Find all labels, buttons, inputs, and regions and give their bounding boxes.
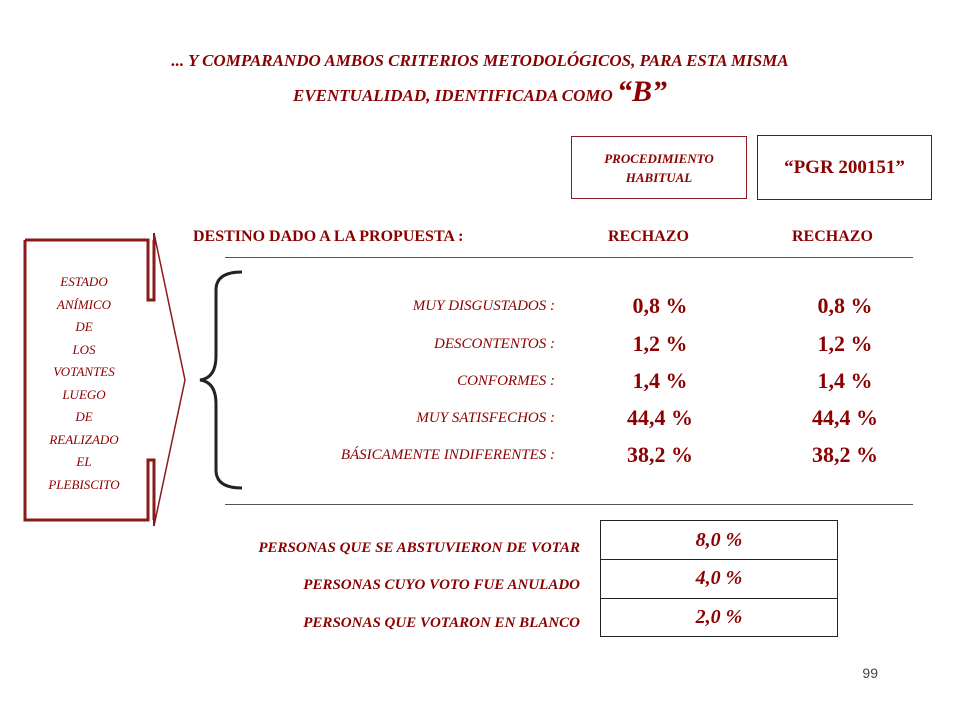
- row-value-proc: 0,8 %: [632, 293, 688, 318]
- row-value-pgr: 1,4 %: [817, 368, 873, 393]
- row-label-descontentos: DESCONTENTOS :: [434, 336, 555, 352]
- abstained-label: PERSONAS QUE SE ABSTUVIERON DE VOTAR: [258, 540, 580, 556]
- title-line-2-text: EVENTUALIDAD, IDENTIFICADA COMO: [292, 86, 617, 105]
- row-value-pgr: 1,2 %: [817, 331, 873, 356]
- side-label-line: LUEGO: [62, 386, 106, 402]
- side-label-line: PLEBISCITO: [48, 476, 120, 492]
- side-label-line: REALIZADO: [49, 431, 119, 447]
- row-value-pgr: 0,8 %: [817, 293, 873, 318]
- slide-title: ... Y COMPARANDO AMBOS CRITERIOS METODOL…: [60, 45, 900, 111]
- pgr-box: “PGR 200151”: [757, 135, 932, 200]
- side-label-line: DE: [75, 409, 93, 424]
- procedure-box: PROCEDIMIENTO HABITUAL: [571, 136, 747, 199]
- destino-col1: RECHAZO: [608, 228, 689, 245]
- blank-value: 2,0 %: [601, 597, 837, 636]
- side-label-line: ANÍMICO: [56, 296, 112, 312]
- side-label-line: ESTADO: [60, 274, 108, 289]
- row-value-proc: 44,4 %: [627, 405, 693, 430]
- title-line-2: EVENTUALIDAD, IDENTIFICADA COMO “B”: [60, 76, 900, 111]
- side-label-line: EL: [76, 454, 92, 469]
- side-label-line: DE: [75, 319, 93, 334]
- row-value-pgr: 44,4 %: [812, 405, 878, 430]
- abstained-value: 8,0 %: [695, 528, 743, 551]
- side-arrow-graphic: [23, 232, 243, 527]
- annulled-value: 4,0 %: [601, 559, 837, 597]
- row-label-indiferentes: BÁSICAMENTE INDIFERENTES :: [340, 447, 555, 463]
- row-value-proc: 1,2 %: [632, 331, 688, 356]
- title-highlight: “B”: [617, 75, 668, 108]
- brace-icon: [199, 270, 243, 490]
- row-value-proc: 38,2 %: [627, 442, 693, 467]
- row-label-muy-disgustados: MUY DISGUSTADOS :: [412, 298, 555, 314]
- title-line-1: ... Y COMPARANDO AMBOS CRITERIOS METODOL…: [171, 51, 789, 70]
- side-label-line: VOTANTES: [53, 364, 115, 379]
- blank-label: PERSONAS QUE VOTARON EN BLANCO: [303, 615, 580, 631]
- pgr-label: “PGR 200151”: [784, 156, 905, 178]
- row-label-conformes: CONFORMES :: [457, 373, 555, 389]
- row-label-muy-satisfechos: MUY SATISFECHOS :: [416, 410, 555, 426]
- destino-label: DESTINO DADO A LA PROPUESTA :: [193, 228, 464, 245]
- arrow-tip: [153, 232, 186, 527]
- divider-bottom: [225, 504, 913, 505]
- procedure-label: PROCEDIMIENTO HABITUAL: [604, 150, 714, 185]
- side-label-line: LOS: [72, 341, 96, 357]
- destino-col2: RECHAZO: [792, 228, 873, 245]
- row-value-pgr: 38,2 %: [812, 442, 878, 467]
- annulled-label: PERSONAS CUYO VOTO FUE ANULADO: [303, 577, 580, 593]
- other-values-table: 8,0 % 4,0 % 2,0 %: [600, 520, 838, 637]
- page-number: 99: [862, 665, 878, 681]
- row-value-proc: 1,4 %: [632, 368, 688, 393]
- side-label: ESTADO ANÍMICO DE LOS VOTANTES LUEGO DE …: [28, 271, 140, 496]
- divider-top: [225, 257, 913, 258]
